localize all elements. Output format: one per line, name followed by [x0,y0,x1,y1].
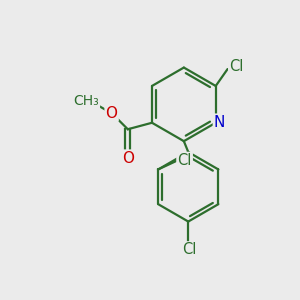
Text: Cl: Cl [177,153,192,168]
Text: O: O [106,106,118,121]
Text: N: N [214,115,225,130]
Text: CH₃: CH₃ [73,94,99,108]
Text: Cl: Cl [229,59,244,74]
Text: Cl: Cl [182,242,197,257]
Text: O: O [122,151,134,166]
